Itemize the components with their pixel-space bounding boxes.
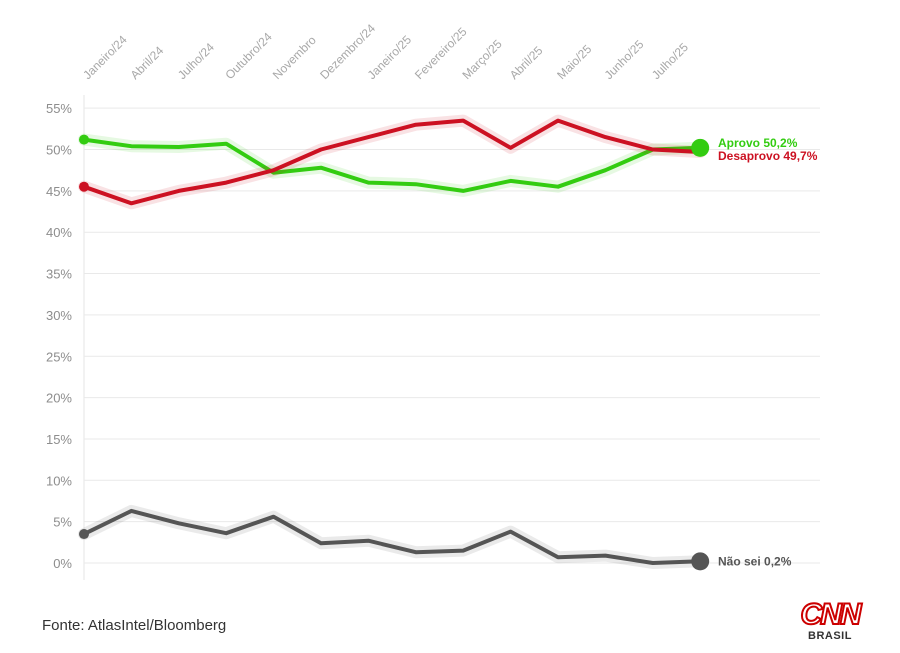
y-tick-label: 35%: [46, 267, 72, 282]
y-tick-label: 5%: [53, 515, 72, 530]
y-tick-label: 0%: [53, 556, 72, 571]
series-aprovo-start-point: [79, 134, 89, 145]
source-note: Fonte: AtlasIntel/Bloomberg: [42, 617, 227, 634]
x-tick-label: Abril/25: [507, 43, 546, 82]
x-tick-label: Outubro/24: [222, 30, 275, 83]
y-tick-label: 15%: [46, 432, 72, 447]
x-tick-label: Março/25: [459, 37, 505, 83]
series-nao_sei-start-point: [79, 529, 89, 540]
series-nao_sei-line: [82, 508, 703, 565]
label-aprovo: Aprovo 50,2%: [718, 136, 798, 150]
series-aprovo-line: [82, 137, 703, 193]
series-aprovo-end-point: [691, 138, 710, 157]
y-tick-label: 25%: [46, 349, 72, 364]
y-tick-label: 20%: [46, 391, 72, 406]
y-tick-label: 30%: [46, 308, 72, 323]
series-desaprovo-start-point: [79, 181, 89, 192]
x-tick-label: Maio/25: [554, 42, 594, 82]
y-tick-label: 45%: [46, 184, 72, 199]
x-tick-label: Janeiro/24: [80, 32, 130, 82]
x-tick-label: Julho/24: [175, 40, 217, 82]
y-tick-label: 50%: [46, 143, 72, 158]
y-tick-label: 10%: [46, 473, 72, 488]
x-tick-label: Abril/24: [128, 43, 167, 82]
label-nao-sei: Não sei 0,2%: [718, 554, 792, 568]
y-tick-label: 55%: [46, 101, 72, 116]
series-nao_sei-end-point: [691, 552, 710, 571]
x-tick-label: Junho/25: [602, 37, 647, 82]
x-tick-label: Janeiro/25: [365, 32, 415, 82]
cnn-brasil-logo: CNN BRASIL: [794, 598, 866, 646]
logo-sub: BRASIL: [808, 630, 852, 642]
x-tick-label: Novembro: [270, 33, 319, 82]
label-desaprovo: Desaprovo 49,7%: [718, 149, 818, 163]
series-desaprovo-line: [82, 118, 703, 206]
logo-brand: CNN: [800, 598, 863, 631]
y-tick-label: 40%: [46, 225, 72, 240]
x-tick-label: Julho/25: [649, 40, 691, 82]
